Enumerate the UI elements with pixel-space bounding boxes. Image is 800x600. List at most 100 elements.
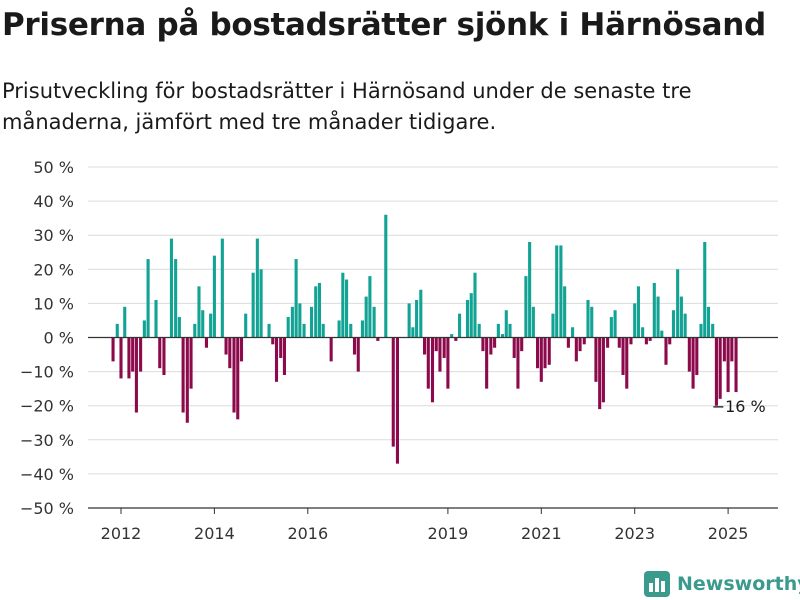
bar (489, 337, 493, 355)
bar (493, 337, 497, 348)
bar (286, 317, 290, 338)
bar (477, 323, 481, 338)
bar (189, 337, 193, 389)
bar (512, 337, 516, 358)
bar (142, 320, 146, 338)
bar (551, 313, 555, 338)
bar (454, 337, 458, 341)
bar (664, 337, 668, 365)
bar (726, 337, 730, 393)
bar (158, 337, 162, 369)
bar (578, 337, 582, 352)
bar (571, 327, 575, 338)
bar (722, 337, 726, 362)
bar (711, 323, 715, 338)
bar (528, 242, 532, 338)
annotations: −16 % (712, 397, 766, 416)
bar (539, 337, 543, 382)
bar (341, 272, 345, 338)
bar (574, 337, 578, 362)
last-value-label: −16 % (712, 397, 766, 416)
bar (656, 296, 660, 338)
bar (314, 286, 318, 338)
bar (543, 337, 547, 369)
bar (706, 306, 711, 338)
brand-logo: Newsworthy (644, 569, 800, 599)
bar (111, 337, 115, 362)
bar (633, 303, 637, 338)
bar (563, 286, 567, 338)
bar (524, 276, 528, 338)
bar (648, 337, 652, 341)
bar (415, 299, 419, 338)
bar (131, 337, 135, 372)
x-tick-label: 2014 (194, 524, 235, 543)
bar (259, 269, 263, 338)
bar (504, 310, 508, 338)
bar (317, 282, 322, 338)
bar (621, 337, 625, 376)
bar (220, 238, 224, 338)
bar (617, 337, 621, 348)
bar (679, 296, 683, 338)
bar (360, 320, 364, 338)
bar (714, 337, 718, 406)
bar (294, 259, 298, 338)
bar (516, 337, 520, 389)
bar (730, 337, 734, 362)
bar (434, 337, 438, 352)
bar (469, 293, 473, 338)
y-tick-label: −30 % (20, 431, 74, 450)
bar (601, 337, 605, 403)
bar (536, 337, 540, 369)
bar (115, 323, 119, 338)
bar (629, 337, 633, 345)
bar (197, 286, 201, 338)
bar (481, 337, 485, 352)
chart-title: Priserna på bostadsrätter sjönk i Härnös… (2, 7, 766, 43)
bar (683, 313, 687, 338)
bar (625, 337, 629, 389)
y-tick-label: −50 % (20, 499, 74, 518)
bars (111, 214, 738, 464)
bar (485, 337, 489, 389)
y-tick-label: 40 % (33, 192, 74, 211)
bar (559, 245, 563, 338)
bar (244, 313, 248, 338)
bar (201, 310, 205, 338)
bar (309, 306, 314, 338)
y-tick-label: 20 % (33, 260, 74, 279)
bar (407, 303, 411, 338)
bar (676, 269, 680, 338)
bar (606, 337, 610, 348)
bar (302, 323, 306, 338)
y-tick-label: −10 % (20, 363, 74, 382)
bar (232, 337, 236, 413)
bar (438, 337, 442, 372)
bar (290, 306, 294, 338)
bar (450, 334, 454, 338)
bar (703, 242, 707, 338)
bar (239, 337, 244, 362)
bar (282, 337, 286, 376)
x-tick-label: 2021 (521, 524, 562, 543)
bar (419, 289, 423, 338)
bar (177, 317, 181, 338)
bar (473, 272, 477, 338)
bar (520, 337, 524, 352)
bar (127, 337, 131, 379)
bar (508, 323, 512, 338)
bar (547, 337, 551, 365)
bar (376, 337, 380, 341)
bar (426, 337, 430, 389)
bar (174, 259, 178, 338)
bar (162, 337, 166, 376)
bar (185, 337, 189, 423)
bar (337, 320, 341, 338)
bar (668, 337, 672, 345)
bar (271, 337, 275, 345)
bar (119, 337, 123, 379)
bar (146, 259, 150, 338)
bar (321, 323, 325, 338)
bar (531, 306, 535, 338)
